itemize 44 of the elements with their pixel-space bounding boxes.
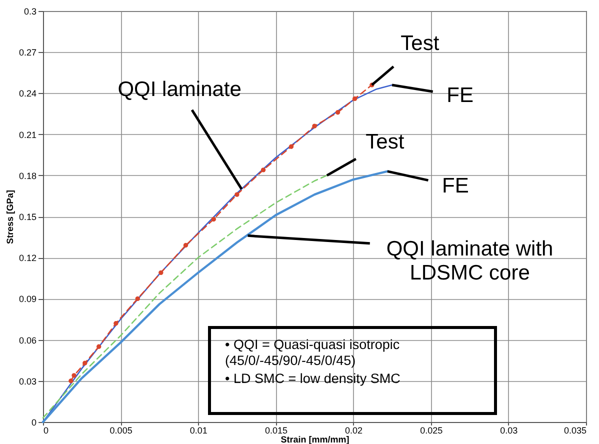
y-tick-label: 0.06	[18, 335, 36, 346]
point	[96, 344, 102, 349]
annotation: QQI laminate	[118, 78, 242, 102]
point	[158, 270, 164, 276]
y-tick-label: 0.18	[18, 170, 36, 181]
x-tick-label: 0.03	[500, 426, 518, 436]
annotation: FE	[442, 174, 469, 198]
point	[211, 216, 216, 222]
y-axis-title: Stress [GPa]	[4, 190, 15, 244]
point	[352, 96, 358, 102]
point	[135, 296, 140, 302]
point	[114, 321, 118, 326]
y-tick-label: 0.27	[18, 48, 36, 58]
annotation: • LD SMC = low density SMC	[225, 371, 401, 386]
point	[234, 192, 240, 197]
point	[312, 124, 317, 128]
x-tick-label: 0.025	[420, 426, 443, 436]
y-tick-label: 0.12	[18, 253, 36, 264]
point	[68, 378, 74, 384]
point	[183, 242, 188, 248]
annotation: FE	[446, 84, 474, 107]
y-tick-label: 0.21	[18, 130, 36, 140]
y-tick-label: 0	[31, 418, 36, 428]
y-tick-label: 0.09	[18, 294, 36, 304]
annotation: Test	[400, 32, 440, 55]
y-tick-label: 0.03	[18, 376, 36, 386]
annotation: • QQI = Quasi-quasi isotropic (45/0/-45/90/-45/0/45)	[225, 337, 400, 368]
point	[288, 144, 294, 149]
x-tick-label: 0.01	[190, 426, 208, 436]
annotation: Test	[366, 130, 404, 154]
x-tick-label: 0.035	[564, 426, 586, 436]
y-tick-label: 0.24	[18, 88, 36, 99]
x-tick-label: 0.015	[264, 426, 288, 436]
x-tick-label: 0.005	[110, 426, 132, 436]
point	[72, 373, 76, 378]
y-tick-label: 0.3	[24, 6, 36, 16]
point	[82, 360, 88, 366]
x-tick-label: 0.02	[345, 426, 363, 436]
x-axis-title: Strain [mm/mm]	[280, 434, 350, 444]
point	[335, 110, 340, 115]
x-tick-label: 0	[44, 426, 49, 436]
annotation: QQI laminate with LDSMC core	[386, 238, 554, 285]
point	[260, 168, 266, 172]
y-tick-label: 0.15	[18, 212, 36, 222]
